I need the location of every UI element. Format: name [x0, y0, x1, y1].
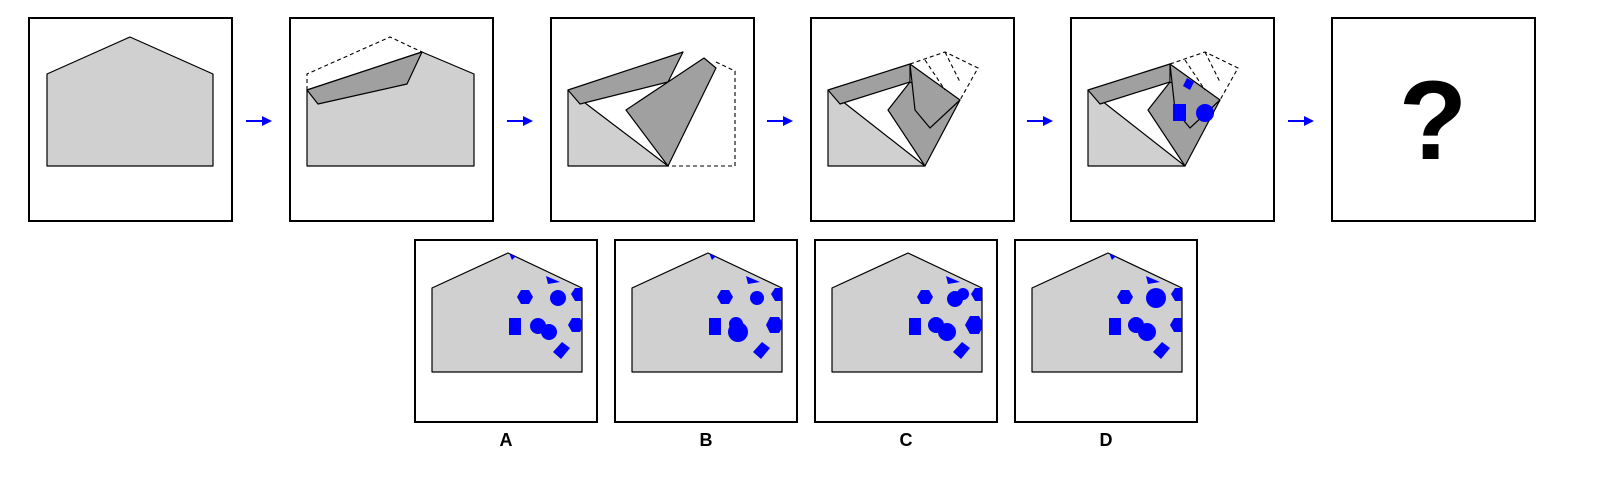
- triangle-hole-icon: [709, 253, 716, 260]
- option-c-label[interactable]: C: [900, 430, 913, 450]
- circle-hole-icon: [957, 288, 969, 300]
- triangle-hole-icon: [509, 253, 516, 260]
- hexagon-hole-icon: [771, 288, 782, 301]
- option-a-label[interactable]: A: [500, 430, 513, 450]
- hexagon-hole-icon: [971, 288, 982, 301]
- step-2-panel: [289, 17, 494, 222]
- hexagon-hole-icon: [517, 290, 533, 304]
- option-c[interactable]: C: [814, 239, 998, 450]
- square-hole-icon: [909, 318, 921, 335]
- arrow-right-icon: [767, 116, 793, 126]
- circle-hole-icon: [1138, 323, 1156, 341]
- diamond-hole-icon: [753, 342, 770, 359]
- step-5-paper: [1087, 89, 1186, 167]
- hexagon-hole-icon: [1171, 288, 1182, 301]
- step-3-panel: [550, 17, 755, 222]
- option-a[interactable]: A: [414, 239, 598, 450]
- square-hole-icon: [509, 318, 521, 335]
- question-mark: ?: [1399, 58, 1467, 183]
- step-5-panel: [1070, 17, 1275, 222]
- hexagon-hole-icon: [568, 318, 582, 332]
- step-2-fold-outline: [306, 36, 423, 90]
- circle-hole-icon: [1146, 288, 1166, 308]
- circle-hole-icon: [550, 290, 566, 306]
- arrow-right-icon: [1027, 116, 1053, 126]
- option-d[interactable]: D: [1014, 239, 1198, 450]
- step-4-paper: [827, 89, 926, 167]
- arrow-right-icon: [1288, 116, 1314, 126]
- hexagon-hole-icon: [1170, 318, 1182, 332]
- hexagon-hole-icon: [717, 290, 733, 304]
- option-c-paper: [831, 252, 983, 373]
- step-1-paper: [46, 36, 214, 167]
- option-d-holes: [1109, 253, 1182, 359]
- answer-frame: [1331, 17, 1536, 222]
- square-hole-icon: [709, 318, 721, 335]
- step-2-folded-flap: [306, 51, 423, 105]
- step-4-panel: [810, 17, 1015, 222]
- circle-hole-icon: [750, 291, 764, 305]
- option-a-paper: [431, 252, 583, 373]
- diamond-hole-icon: [953, 342, 970, 359]
- triangle-hole-icon: [946, 276, 960, 284]
- triangle-hole-icon: [1109, 253, 1116, 260]
- step-3-fold-outline: [668, 61, 736, 167]
- option-b-label[interactable]: B: [700, 430, 713, 450]
- circle-hole-icon: [1196, 104, 1214, 122]
- hexagon-hole-icon: [965, 316, 982, 334]
- option-a-holes: [509, 253, 582, 359]
- circle-hole-icon: [938, 323, 956, 341]
- hexagon-hole-icon: [1117, 290, 1133, 304]
- step-4-flap-inner: [909, 63, 961, 129]
- triangle-hole-icon: [746, 276, 760, 284]
- square-hole-icon: [1173, 104, 1186, 121]
- step-3-paper: [567, 89, 669, 167]
- circle-hole-icon: [541, 324, 557, 340]
- option-b-holes: [709, 253, 782, 359]
- step-1-panel: [28, 17, 233, 222]
- hexagon-hole-icon: [571, 288, 582, 301]
- diamond-hole-icon: [553, 342, 570, 359]
- circle-hole-icon: [728, 322, 748, 342]
- square-hole-icon: [1109, 318, 1121, 335]
- diamond-hole-icon: [1153, 342, 1170, 359]
- arrow-right-icon: [246, 116, 272, 126]
- option-d-label[interactable]: D: [1100, 430, 1113, 450]
- step-4-fold-outline: [909, 51, 979, 101]
- step-3-flap-corner: [625, 57, 717, 167]
- hexagon-hole-icon: [917, 290, 933, 304]
- arrow-right-icon: [507, 116, 533, 126]
- triangle-hole-icon: [546, 276, 560, 284]
- answer-panel: ?: [1331, 17, 1536, 222]
- triangle-hole-icon: [1146, 276, 1160, 284]
- step-5-fold-outline: [1169, 51, 1239, 101]
- hexagon-hole-icon: [766, 317, 782, 333]
- small-square-hole-icon: [1183, 78, 1194, 90]
- option-b[interactable]: B: [614, 239, 798, 450]
- option-b-paper: [631, 252, 783, 373]
- option-c-holes: [909, 276, 982, 359]
